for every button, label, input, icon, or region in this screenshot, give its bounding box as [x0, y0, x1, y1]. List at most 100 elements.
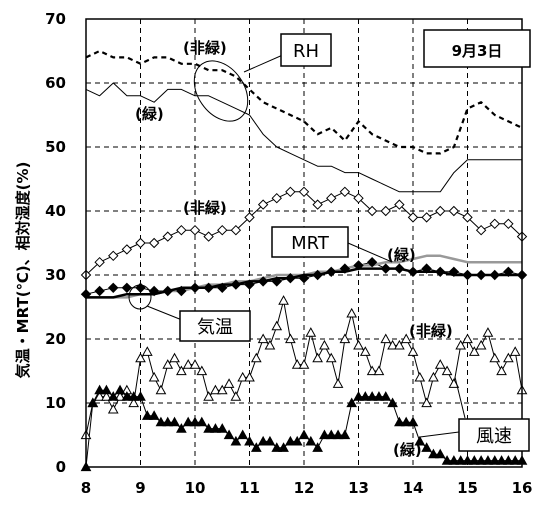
data-point-wind-nongreen	[319, 339, 330, 350]
data-point-wind-nongreen	[455, 339, 467, 350]
data-point-wind-green	[434, 448, 446, 459]
data-point-wind-nongreen	[428, 371, 439, 382]
data-point-wind-green	[468, 455, 480, 465]
data-point-wind-green	[257, 435, 269, 446]
data-point-mrt-nongreen	[312, 199, 323, 210]
tick-layer: 8 9 10 11 12 13 14 15 16 0 10 20 30 40 50 60 70	[45, 10, 532, 497]
data-point-wind-green	[285, 435, 296, 446]
data-point-wind-nongreen	[162, 359, 174, 369]
data-point-mrt-nongreen	[380, 205, 391, 217]
mrt-pointer	[347, 242, 393, 263]
data-point-wind-green	[475, 455, 487, 465]
data-point-mrt-nongreen	[285, 186, 296, 198]
data-point-wind-nongreen	[264, 339, 276, 350]
data-point-wind-green	[148, 410, 160, 420]
data-point-wind-nongreen	[312, 352, 323, 363]
wind-nongreen-label: (非緑)	[409, 322, 453, 340]
data-point-mrt-green	[462, 269, 473, 281]
data-point-wind-nongreen	[305, 327, 317, 337]
data-point-wind-nongreen	[128, 397, 140, 408]
data-point-mrt-green	[448, 266, 460, 278]
data-point-wind-nongreen	[114, 391, 126, 401]
data-point-wind-nongreen	[94, 391, 105, 401]
data-point-mrt-nongreen	[421, 212, 432, 223]
data-point-wind-nongreen	[353, 339, 364, 350]
data-point-mrt-nongreen	[148, 237, 160, 249]
data-point-mrt-nongreen	[353, 192, 364, 204]
rh-ellipse	[193, 60, 249, 122]
wind-label: 風速	[476, 426, 512, 447]
data-point-wind-green	[305, 435, 317, 446]
data-point-mrt-green	[162, 285, 173, 297]
data-point-wind-green	[182, 416, 194, 427]
data-point-mrt-nongreen	[475, 224, 487, 236]
data-point-wind-nongreen	[148, 371, 160, 382]
data-point-wind-nongreen	[394, 339, 405, 350]
data-point-wind-green	[114, 384, 126, 395]
wind-green-label: (緑)	[393, 441, 422, 459]
data-point-wind-green	[339, 429, 351, 440]
series-line-rh-green	[85, 82, 522, 193]
data-point-wind-green	[319, 429, 330, 440]
air-temp-label: 気温	[197, 317, 233, 338]
data-point-mrt-green	[475, 269, 487, 281]
data-point-wind-green	[176, 423, 187, 433]
data-point-wind-nongreen	[503, 352, 514, 363]
x-tick-label: 9	[135, 479, 145, 497]
data-point-wind-nongreen	[271, 320, 283, 331]
data-point-mrt-green	[176, 285, 187, 297]
data-point-wind-green	[210, 423, 221, 433]
x-tick-label: 12	[294, 479, 315, 497]
x-tick-label: 16	[512, 479, 533, 497]
wind-pointer-high	[454, 376, 466, 419]
data-point-wind-nongreen	[135, 352, 146, 363]
data-point-mrt-nongreen	[503, 218, 514, 230]
rh-label: RH	[293, 41, 319, 62]
data-point-wind-green	[223, 429, 235, 440]
x-tick-label: 14	[403, 479, 424, 497]
data-point-mrt-green	[298, 272, 310, 284]
data-point-wind-green	[455, 455, 467, 465]
data-point-wind-nongreen	[210, 384, 221, 395]
data-point-mrt-green	[407, 266, 419, 278]
data-point-wind-green	[509, 455, 521, 465]
data-point-wind-green	[94, 384, 105, 395]
data-point-mrt-nongreen	[326, 192, 337, 204]
y-tick-label: 0	[56, 458, 66, 476]
data-point-wind-green	[400, 416, 412, 427]
data-point-mrt-nongreen	[257, 199, 269, 210]
data-point-wind-green	[244, 435, 255, 446]
data-point-mrt-green	[203, 282, 214, 294]
data-point-wind-nongreen	[155, 384, 167, 395]
data-point-wind-green	[230, 435, 242, 446]
data-point-wind-green	[366, 391, 378, 401]
data-point-wind-green	[359, 391, 371, 401]
data-point-wind-green	[380, 391, 392, 401]
data-point-mrt-green	[94, 285, 105, 297]
data-point-mrt-nongreen	[162, 231, 173, 242]
data-point-wind-nongreen	[107, 403, 119, 414]
data-point-wind-green	[264, 435, 276, 446]
data-point-mrt-green	[217, 282, 228, 294]
data-point-mrt-green	[489, 269, 500, 281]
air-temp-pointer	[146, 305, 183, 321]
data-point-mrt-green	[189, 282, 201, 294]
data-point-mrt-nongreen	[271, 192, 282, 204]
rh-nongreen-label: (非緑)	[183, 39, 227, 57]
data-point-wind-green	[489, 455, 501, 465]
y-tick-label: 20	[45, 330, 66, 348]
data-point-mrt-green	[271, 276, 282, 287]
data-point-wind-nongreen	[278, 295, 289, 305]
data-point-wind-green	[291, 435, 303, 446]
data-point-wind-nongreen	[244, 371, 255, 382]
data-point-wind-nongreen	[325, 352, 337, 363]
data-point-mrt-nongreen	[94, 256, 105, 268]
data-point-mrt-green	[230, 279, 242, 290]
wind-box	[458, 418, 530, 452]
plot-frame	[85, 18, 523, 468]
data-point-wind-green	[387, 397, 398, 408]
data-point-wind-green	[448, 455, 460, 465]
data-point-wind-nongreen	[332, 378, 344, 388]
data-point-mrt-green	[394, 263, 405, 274]
